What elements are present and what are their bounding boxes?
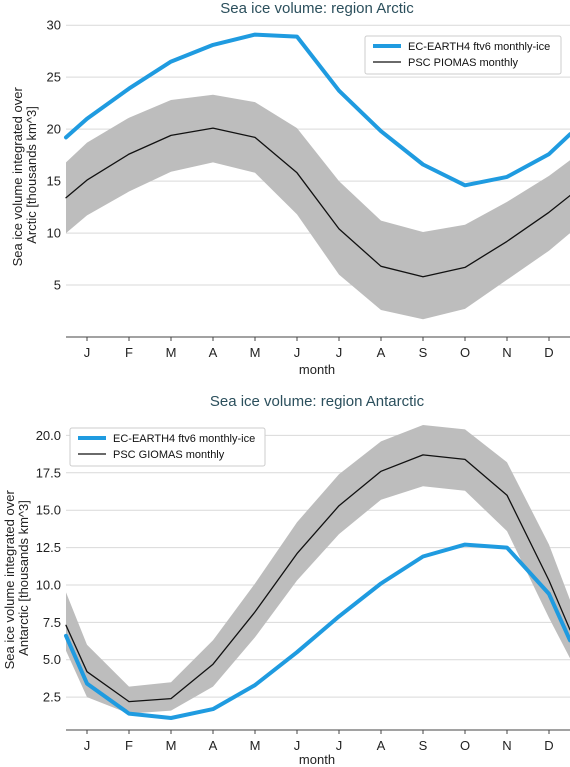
arctic-spread-band xyxy=(66,94,570,320)
antarctic-y-tick-label: 15.0 xyxy=(36,503,61,518)
antarctic-x-tick-label: J xyxy=(336,738,343,753)
antarctic-y-ticks: 2.5 5.0 7.5 10.0 12.5 15.0 17.5 20.0 xyxy=(36,428,61,705)
arctic-x-tick-label: O xyxy=(460,345,470,360)
arctic-x-tick-label: J xyxy=(84,345,91,360)
arctic-legend-obs-label: PSC PIOMAS monthly xyxy=(408,57,519,69)
antarctic-obs-line xyxy=(65,454,570,703)
antarctic-x-tick-label: M xyxy=(250,738,261,753)
antarctic-x-tick-label: A xyxy=(377,738,386,753)
arctic-x-tick-label: A xyxy=(209,345,218,360)
antarctic-model-line xyxy=(64,542,570,720)
antarctic-x-tick-label: A xyxy=(209,738,218,753)
antarctic-x-axis-label: month xyxy=(299,752,335,767)
antarctic-y-axis-label-line-2: Antarctic [thousands km^3] xyxy=(16,500,31,656)
antarctic-x-tick-label: O xyxy=(460,738,470,753)
antarctic-y-tick-label: 17.5 xyxy=(36,465,61,480)
antarctic-y-tick-label: 2.5 xyxy=(43,690,61,705)
antarctic-legend-obs-label: PSC GIOMAS monthly xyxy=(113,449,225,461)
arctic-x-tick-label: J xyxy=(294,345,301,360)
antarctic-spread-band xyxy=(66,425,570,714)
antarctic-y-tick-label: 5.0 xyxy=(43,652,61,667)
arctic-y-tick-label: 25 xyxy=(47,70,61,85)
arctic-x-tick-label: S xyxy=(419,345,428,360)
arctic-x-tick-label: M xyxy=(250,345,261,360)
arctic-series xyxy=(64,32,570,278)
antarctic-chart: Sea ice volume: region Antarctic J F M A M J J… xyxy=(2,393,570,767)
arctic-y-tick-label: 10 xyxy=(47,226,61,241)
antarctic-y-tick-label: 7.5 xyxy=(43,615,61,630)
antarctic-x-tick-label: F xyxy=(125,738,133,753)
antarctic-x-tick-label: S xyxy=(419,738,428,753)
arctic-chart: Sea ice volume: region Arctic J F M A M J J A S O… xyxy=(10,0,570,377)
antarctic-x-tick-label: N xyxy=(502,738,511,753)
antarctic-x-tick-label: M xyxy=(166,738,177,753)
arctic-x-axis-label: month xyxy=(299,362,335,377)
arctic-legend-box xyxy=(364,35,562,75)
arctic-model-line xyxy=(64,32,570,188)
arctic-x-tick-label: F xyxy=(125,345,133,360)
arctic-x-tick-label: A xyxy=(377,345,386,360)
arctic-y-axis-label-line-2: Arctic [thousands km^3] xyxy=(24,106,39,244)
arctic-y-tick-label: 30 xyxy=(47,18,61,33)
antarctic-x-tick-label: D xyxy=(544,738,553,753)
arctic-chart-title: Sea ice volume: region Arctic xyxy=(220,0,414,17)
antarctic-x-tick-label: J xyxy=(294,738,301,753)
arctic-x-tick-label: J xyxy=(336,345,343,360)
arctic-y-axis-label: Sea ice volume integrated over Arctic [t… xyxy=(10,84,39,267)
arctic-y-axis-label-line-1: Sea ice volume integrated over xyxy=(10,87,25,267)
arctic-legend: EC-EARTH4 ftv6 monthly-ice PSC PIOMAS mo… xyxy=(364,35,562,75)
antarctic-y-tick-label: 10.0 xyxy=(36,577,61,592)
arctic-x-tick-label: N xyxy=(502,345,511,360)
arctic-spread-area xyxy=(66,94,570,320)
antarctic-legend-model-label: EC-EARTH4 ftv6 monthly-ice xyxy=(113,433,255,445)
antarctic-y-axis-label: Sea ice volume integrated over Antarctic… xyxy=(2,487,31,670)
antarctic-y-tick-label: 20.0 xyxy=(36,428,61,443)
arctic-y-tick-label: 15 xyxy=(47,174,61,189)
antarctic-y-axis-label-line-1: Sea ice volume integrated over xyxy=(2,490,17,670)
arctic-y-tick-label: 5 xyxy=(54,278,61,293)
antarctic-x-tick-label: J xyxy=(84,738,91,753)
antarctic-legend: EC-EARTH4 ftv6 monthly-ice PSC GIOMAS mo… xyxy=(69,427,266,467)
arctic-x-tick-label: M xyxy=(166,345,177,360)
arctic-y-tick-label: 20 xyxy=(47,122,61,137)
arctic-legend-model-label: EC-EARTH4 ftv6 monthly-ice xyxy=(408,41,550,53)
antarctic-chart-title: Sea ice volume: region Antarctic xyxy=(210,393,425,410)
antarctic-series xyxy=(64,454,570,720)
arctic-x-tick-label: D xyxy=(544,345,553,360)
antarctic-y-tick-label: 12.5 xyxy=(36,540,61,555)
antarctic-spread-area xyxy=(66,425,570,714)
arctic-obs-line xyxy=(65,127,570,278)
antarctic-legend-box xyxy=(69,427,266,467)
arctic-y-ticks: 5 10 15 20 25 30 xyxy=(47,18,61,293)
